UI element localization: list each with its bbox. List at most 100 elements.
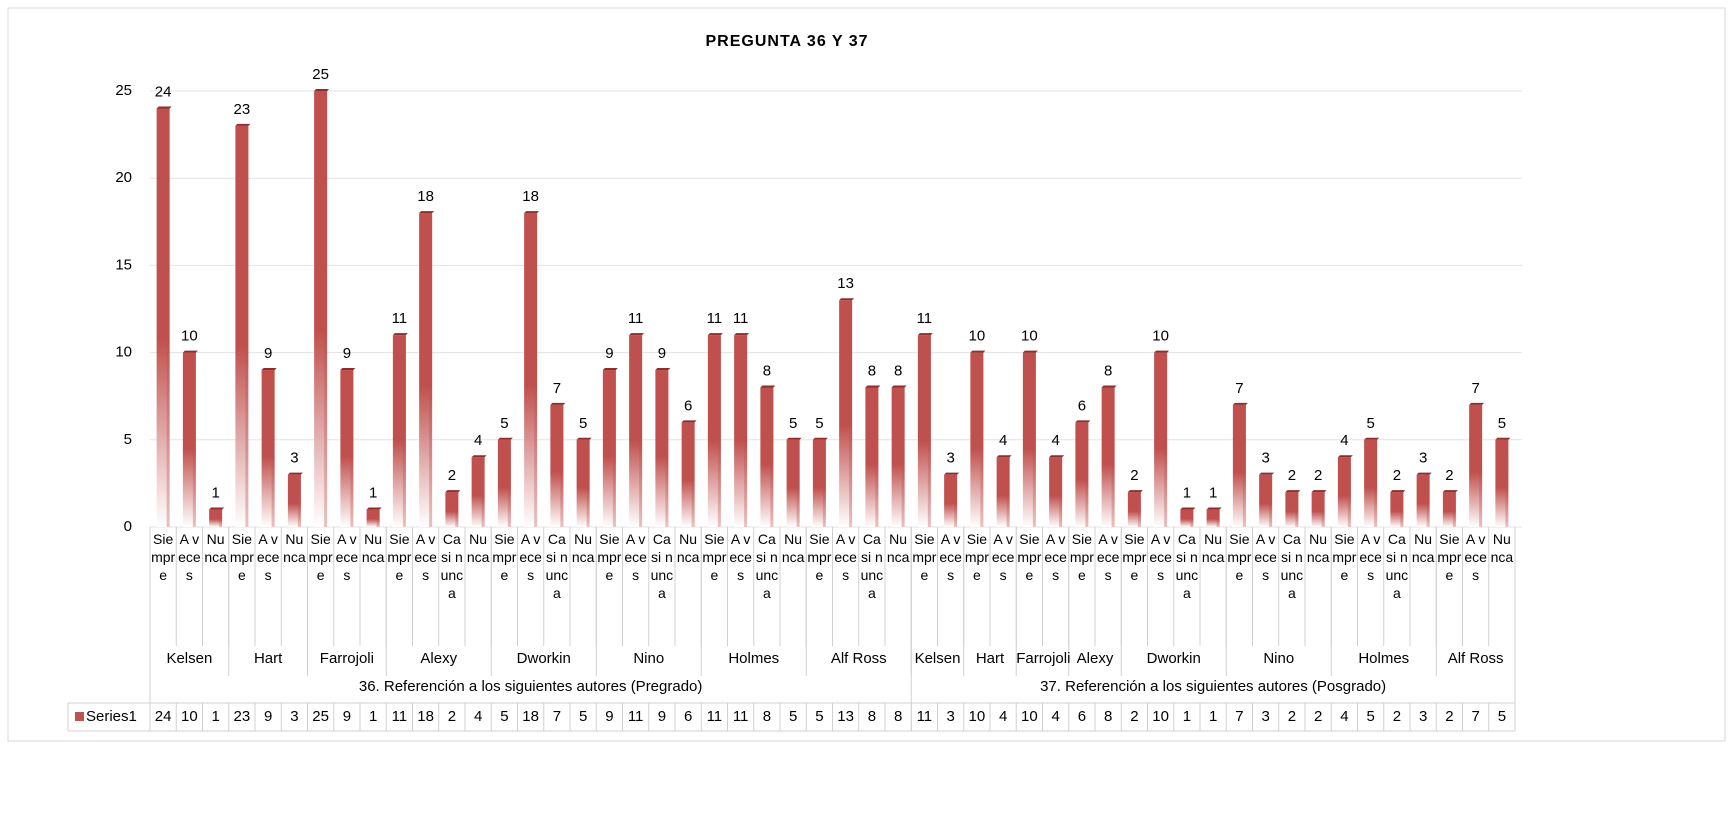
group-label: Dworkin <box>1146 650 1201 667</box>
bar-top <box>550 402 566 405</box>
table-cell: 5 <box>500 708 509 725</box>
bar-side <box>586 439 590 527</box>
bar <box>419 213 433 527</box>
bar-top <box>1154 350 1170 353</box>
bar-top <box>419 211 435 214</box>
x-tick-label: Nunca <box>571 531 595 565</box>
value-label: 18 <box>522 188 539 205</box>
x-tick-label: A veces <box>834 531 857 583</box>
table-cell: 2 <box>1445 708 1454 725</box>
x-tick-label: Siempre <box>1069 531 1094 583</box>
x-tick-label: Nunca <box>466 531 490 565</box>
table-cell: 10 <box>1152 708 1169 725</box>
bar-side <box>980 352 984 527</box>
category-label: 37. Referención a los siguientes autores… <box>1040 678 1387 695</box>
bar <box>760 387 774 527</box>
table-cell: 25 <box>312 708 329 725</box>
bar-top <box>366 507 382 510</box>
x-tick-label: Siempre <box>807 531 832 583</box>
bar-top <box>655 368 671 371</box>
x-tick-label: Siempre <box>229 531 254 583</box>
bar-side <box>1111 387 1115 527</box>
bar <box>1180 509 1194 527</box>
bar-side <box>245 125 249 527</box>
bar <box>1311 492 1325 527</box>
table-cell: 3 <box>1418 708 1428 725</box>
bar-side <box>770 387 774 527</box>
table-cell: 4 <box>1051 708 1060 725</box>
group-label: Kelsen <box>914 650 961 667</box>
bar-top <box>1390 490 1406 493</box>
x-tick-label: Nunca <box>283 531 306 565</box>
x-tick-label: A veces <box>1096 531 1120 583</box>
value-label: 3 <box>1419 450 1427 467</box>
table-cell: 2 <box>1392 708 1402 725</box>
bar-side <box>1269 474 1273 527</box>
table-cell: 5 <box>815 708 824 725</box>
bar-top <box>1416 472 1432 475</box>
table-cell: 9 <box>605 708 614 725</box>
value-label: 11 <box>733 310 749 327</box>
value-label: 2 <box>448 467 456 484</box>
bar-side <box>481 457 485 527</box>
bar-side <box>796 439 800 527</box>
value-label: 6 <box>684 397 692 414</box>
bar-side <box>691 422 695 527</box>
bar-side <box>1479 404 1483 527</box>
bar <box>1416 474 1430 527</box>
table-cell: 4 <box>1340 708 1349 725</box>
bar <box>209 509 223 527</box>
table-cell: 3 <box>290 708 299 725</box>
bar <box>1101 387 1115 527</box>
bar <box>1337 457 1351 527</box>
bar <box>340 370 354 527</box>
bar <box>1075 422 1089 527</box>
x-tick-label: Casi nunca <box>650 531 674 601</box>
value-label: 9 <box>605 345 613 362</box>
value-label: 1 <box>1209 485 1217 502</box>
bar-side <box>639 335 643 527</box>
category-label: 36. Referención a los siguientes autores… <box>358 678 703 695</box>
x-tick-label: Siempre <box>1437 531 1462 583</box>
y-tick-label: 10 <box>115 344 132 361</box>
value-label: 4 <box>474 432 482 449</box>
bar-side <box>1164 352 1168 527</box>
bar <box>1364 439 1378 527</box>
value-label: 8 <box>763 362 771 379</box>
bar-side <box>192 352 196 527</box>
x-tick-label: A veces <box>729 531 752 583</box>
bar-side <box>1006 457 1010 527</box>
bar-side <box>1347 457 1351 527</box>
bar-side <box>1321 492 1325 527</box>
bar-top <box>602 368 618 371</box>
value-label: 10 <box>1152 328 1169 345</box>
bar-side <box>1085 422 1089 527</box>
value-label: 24 <box>155 83 172 100</box>
bar-top <box>865 385 881 388</box>
bar-top <box>261 368 277 371</box>
bar-side <box>271 370 275 527</box>
bar-top <box>392 333 408 336</box>
x-tick-label: Nunca <box>361 531 385 565</box>
group-label: Holmes <box>728 650 780 667</box>
bar <box>366 509 380 527</box>
bar <box>707 335 721 527</box>
value-label: 9 <box>264 345 272 362</box>
bar <box>944 474 958 527</box>
table-cell: 2 <box>447 708 457 725</box>
bar-top <box>786 437 802 440</box>
bar-top <box>1311 490 1327 493</box>
value-label: 13 <box>837 275 854 292</box>
table-cell: 23 <box>233 708 251 725</box>
bar-top <box>340 368 356 371</box>
bar <box>314 91 328 527</box>
x-tick-label: A veces <box>519 531 542 583</box>
bar <box>182 352 196 527</box>
bar <box>524 213 538 527</box>
bar-top <box>182 350 198 353</box>
table-cell: 1 <box>1182 708 1192 725</box>
table-cell: 11 <box>627 708 644 725</box>
table-cell: 13 <box>837 708 854 725</box>
table-cell: 1 <box>368 708 378 725</box>
y-tick-label: 5 <box>124 431 132 448</box>
